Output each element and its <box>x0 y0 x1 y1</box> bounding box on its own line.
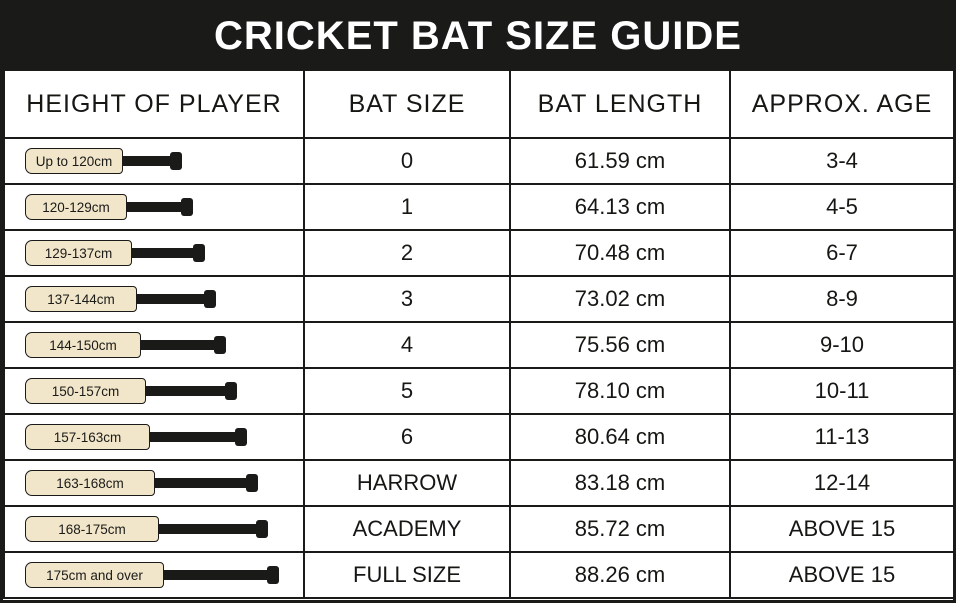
cell-bat-size: 6 <box>304 414 510 460</box>
bat-knob-icon <box>235 428 247 446</box>
bat-blade-label: 163-168cm <box>25 470 155 496</box>
cell-bat-length: 78.10 cm <box>510 368 730 414</box>
cell-height: 168-175cm <box>4 506 304 552</box>
cell-bat-size: HARROW <box>304 460 510 506</box>
bat-blade-label: 157-163cm <box>25 424 150 450</box>
bat-handle-icon <box>126 202 181 212</box>
cell-bat-length: 85.72 cm <box>510 506 730 552</box>
cell-approx-age: 12-14 <box>730 460 954 506</box>
cell-approx-age: ABOVE 15 <box>730 506 954 552</box>
cell-bat-size: ACADEMY <box>304 506 510 552</box>
bat-knob-icon <box>267 566 279 584</box>
cell-bat-size: 0 <box>304 138 510 184</box>
bat-icon: 157-163cm <box>25 424 247 450</box>
cell-bat-length: 83.18 cm <box>510 460 730 506</box>
table-header-row: HEIGHT OF PLAYER BAT SIZE BAT LENGTH APP… <box>4 70 954 138</box>
cell-bat-size: 1 <box>304 184 510 230</box>
bat-blade-label: 129-137cm <box>25 240 132 266</box>
cell-height: 175cm and over <box>4 552 304 598</box>
bat-icon: 137-144cm <box>25 286 216 312</box>
bat-handle-icon <box>131 248 193 258</box>
table-row: 150-157cm 578.10 cm10-11 <box>4 368 954 414</box>
bat-handle-icon <box>154 478 246 488</box>
cell-bat-size: 2 <box>304 230 510 276</box>
cell-approx-age: 4-5 <box>730 184 954 230</box>
cell-approx-age: 8-9 <box>730 276 954 322</box>
bat-blade-label: 150-157cm <box>25 378 146 404</box>
column-header-length: BAT LENGTH <box>510 70 730 138</box>
bat-blade-label: 120-129cm <box>25 194 127 220</box>
bat-blade-label: 168-175cm <box>25 516 159 542</box>
bat-handle-icon <box>158 524 256 534</box>
table-row: 137-144cm 373.02 cm8-9 <box>4 276 954 322</box>
bat-handle-icon <box>145 386 225 396</box>
cell-bat-length: 73.02 cm <box>510 276 730 322</box>
cell-approx-age: 11-13 <box>730 414 954 460</box>
cell-approx-age: 9-10 <box>730 322 954 368</box>
table-row: 144-150cm 475.56 cm9-10 <box>4 322 954 368</box>
cell-bat-length: 61.59 cm <box>510 138 730 184</box>
cell-approx-age: ABOVE 15 <box>730 552 954 598</box>
bat-icon: 163-168cm <box>25 470 258 496</box>
cell-approx-age: 3-4 <box>730 138 954 184</box>
bat-blade-label: 137-144cm <box>25 286 137 312</box>
table-row: 168-175cm ACADEMY85.72 cmABOVE 15 <box>4 506 954 552</box>
bat-knob-icon <box>214 336 226 354</box>
page-title: CRICKET BAT SIZE GUIDE <box>3 3 953 69</box>
cell-bat-length: 80.64 cm <box>510 414 730 460</box>
bat-icon: 120-129cm <box>25 194 193 220</box>
bat-handle-icon <box>163 570 267 580</box>
cell-height: 157-163cm <box>4 414 304 460</box>
table-row: 129-137cm 270.48 cm6-7 <box>4 230 954 276</box>
cell-bat-length: 64.13 cm <box>510 184 730 230</box>
cell-height: 144-150cm <box>4 322 304 368</box>
bat-handle-icon <box>149 432 235 442</box>
cell-bat-size: FULL SIZE <box>304 552 510 598</box>
cell-height: 120-129cm <box>4 184 304 230</box>
cell-bat-size: 3 <box>304 276 510 322</box>
bat-knob-icon <box>204 290 216 308</box>
column-header-size: BAT SIZE <box>304 70 510 138</box>
bat-knob-icon <box>256 520 268 538</box>
column-header-height: HEIGHT OF PLAYER <box>4 70 304 138</box>
bat-icon: 168-175cm <box>25 516 268 542</box>
table-row: Up to 120cm 061.59 cm3-4 <box>4 138 954 184</box>
cell-height: 150-157cm <box>4 368 304 414</box>
bat-knob-icon <box>246 474 258 492</box>
cell-height: 163-168cm <box>4 460 304 506</box>
bat-handle-icon <box>122 156 170 166</box>
cell-approx-age: 10-11 <box>730 368 954 414</box>
table-row: 120-129cm 164.13 cm4-5 <box>4 184 954 230</box>
cell-height: 129-137cm <box>4 230 304 276</box>
bat-knob-icon <box>225 382 237 400</box>
cell-height: 137-144cm <box>4 276 304 322</box>
cell-bat-length: 70.48 cm <box>510 230 730 276</box>
bat-icon: 175cm and over <box>25 562 279 588</box>
bat-icon: 150-157cm <box>25 378 237 404</box>
bat-blade-label: Up to 120cm <box>25 148 123 174</box>
column-header-age: APPROX. AGE <box>730 70 954 138</box>
cell-bat-size: 4 <box>304 322 510 368</box>
bat-blade-label: 175cm and over <box>25 562 164 588</box>
size-guide-table: HEIGHT OF PLAYER BAT SIZE BAT LENGTH APP… <box>3 69 955 599</box>
bat-icon: 144-150cm <box>25 332 226 358</box>
bat-knob-icon <box>170 152 182 170</box>
bat-knob-icon <box>181 198 193 216</box>
bat-handle-icon <box>136 294 204 304</box>
bat-handle-icon <box>140 340 214 350</box>
cell-height: Up to 120cm <box>4 138 304 184</box>
table-row: 175cm and over FULL SIZE88.26 cmABOVE 15 <box>4 552 954 598</box>
cell-bat-size: 5 <box>304 368 510 414</box>
cell-approx-age: 6-7 <box>730 230 954 276</box>
bat-knob-icon <box>193 244 205 262</box>
bat-icon: 129-137cm <box>25 240 205 266</box>
bat-icon: Up to 120cm <box>25 148 182 174</box>
bat-blade-label: 144-150cm <box>25 332 141 358</box>
cell-bat-length: 88.26 cm <box>510 552 730 598</box>
table-row: 157-163cm 680.64 cm11-13 <box>4 414 954 460</box>
size-guide-container: CRICKET BAT SIZE GUIDE HEIGHT OF PLAYER … <box>0 0 956 603</box>
cell-bat-length: 75.56 cm <box>510 322 730 368</box>
table-row: 163-168cm HARROW83.18 cm12-14 <box>4 460 954 506</box>
